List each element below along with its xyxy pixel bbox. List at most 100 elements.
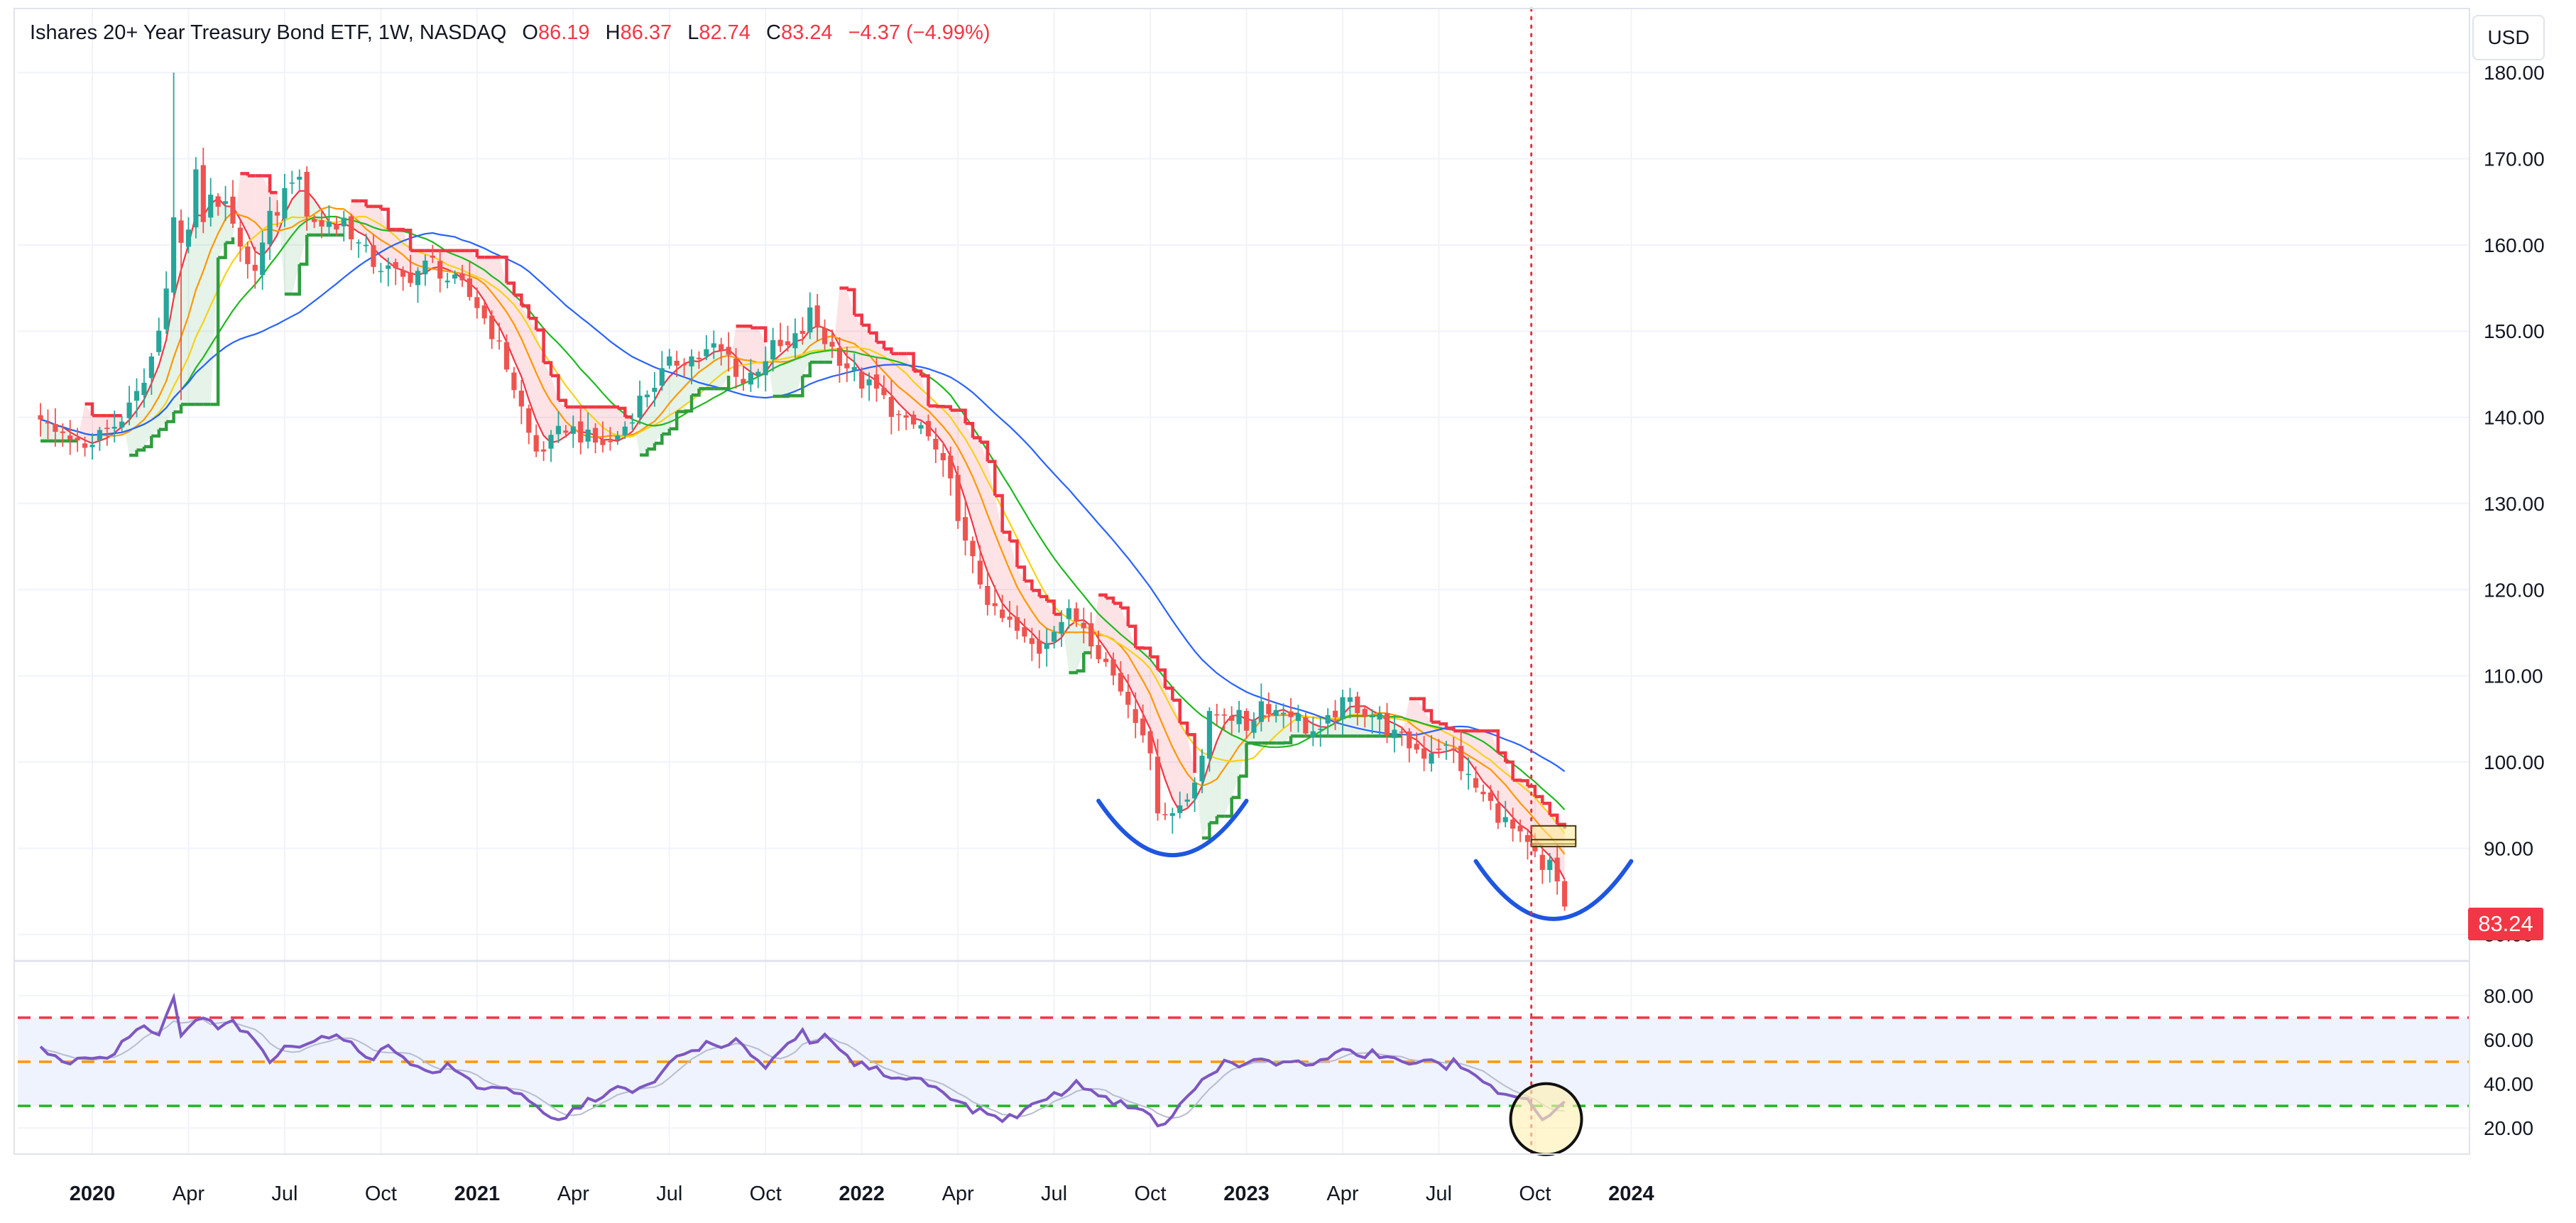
candle[interactable] [1370,709,1375,734]
candle[interactable] [814,293,820,342]
candle[interactable] [1169,808,1175,834]
candle[interactable] [570,415,576,448]
candle[interactable] [1451,736,1456,763]
candle[interactable] [1081,607,1086,643]
candle[interactable] [208,178,214,227]
candle[interactable] [1495,790,1501,830]
candle[interactable] [741,366,746,391]
currency-button[interactable]: USD [2472,15,2545,60]
candle[interactable] [319,211,324,239]
candle[interactable] [1458,730,1464,781]
candle[interactable] [807,292,813,339]
candle[interactable] [282,173,288,227]
candle[interactable] [53,408,58,447]
candle[interactable] [1399,726,1404,746]
candle[interactable] [430,244,435,263]
candle[interactable] [726,332,731,371]
candle[interactable] [378,263,383,283]
candle[interactable] [193,157,199,239]
candle[interactable] [200,147,206,234]
candle[interactable] [444,273,450,288]
candle[interactable] [1310,717,1316,746]
candle[interactable] [1429,735,1434,772]
candle[interactable] [948,446,954,496]
candle[interactable] [896,410,902,431]
candle[interactable] [873,357,880,402]
candle[interactable] [1384,702,1390,744]
candle[interactable] [533,424,539,457]
candle[interactable] [763,347,768,392]
candle[interactable] [881,375,887,400]
candle[interactable] [408,254,413,287]
candle[interactable] [245,241,251,279]
candle[interactable] [1539,844,1545,884]
candle[interactable] [437,251,443,293]
candle[interactable] [1044,629,1049,667]
candle[interactable] [1059,610,1064,647]
candle[interactable] [415,267,421,303]
candle[interactable] [422,254,428,286]
candle[interactable] [1000,594,1005,623]
candle[interactable] [555,411,562,444]
candle[interactable] [1340,690,1346,735]
candle[interactable] [1407,728,1412,763]
candle[interactable] [1029,627,1035,661]
candle[interactable] [312,214,317,229]
candle[interactable] [1332,700,1338,730]
candle[interactable] [518,380,524,425]
candle[interactable] [1110,652,1116,685]
candle[interactable] [836,337,843,383]
candle[interactable] [615,430,621,445]
candle[interactable] [274,200,280,228]
candle[interactable] [215,193,221,216]
candle[interactable] [541,441,547,462]
candle[interactable] [578,405,584,455]
candle[interactable] [1052,626,1057,649]
candle[interactable] [141,368,147,408]
candle[interactable] [592,423,599,454]
candle[interactable] [799,317,805,345]
candle[interactable] [933,428,939,464]
candle[interactable] [1436,739,1442,759]
candle[interactable] [1295,705,1301,732]
candle[interactable] [696,351,702,369]
candle[interactable] [1133,692,1138,739]
candle[interactable] [704,335,709,361]
candle[interactable] [171,72,177,296]
candle[interactable] [1206,707,1213,772]
candle[interactable] [386,257,391,287]
candle[interactable] [770,327,776,372]
candle[interactable] [1074,602,1079,627]
candle[interactable] [230,180,236,229]
candle[interactable] [792,318,798,358]
candle[interactable] [1421,736,1427,771]
candle[interactable] [1325,708,1331,736]
candle[interactable] [82,436,88,457]
candle[interactable] [1524,828,1531,860]
candle[interactable] [903,411,909,430]
candle[interactable] [1554,844,1560,895]
candle[interactable] [637,380,643,425]
candle[interactable] [1155,739,1161,821]
candle[interactable] [1243,708,1250,739]
candle[interactable] [992,585,998,616]
candle[interactable] [45,409,51,440]
candle[interactable] [185,217,192,254]
candle[interactable] [89,433,95,460]
candle[interactable] [97,426,103,451]
candle[interactable] [526,404,532,445]
candle[interactable] [955,465,961,529]
candle[interactable] [622,421,628,440]
candle[interactable] [689,349,694,385]
candle[interactable] [644,390,650,408]
candle[interactable] [822,319,828,350]
candle[interactable] [1488,785,1493,810]
candle[interactable] [682,358,687,377]
candle[interactable] [260,230,266,290]
candle[interactable] [911,411,917,429]
candle[interactable] [326,205,332,236]
candle[interactable] [785,325,791,352]
candle[interactable] [755,369,761,388]
candle[interactable] [1303,712,1309,737]
